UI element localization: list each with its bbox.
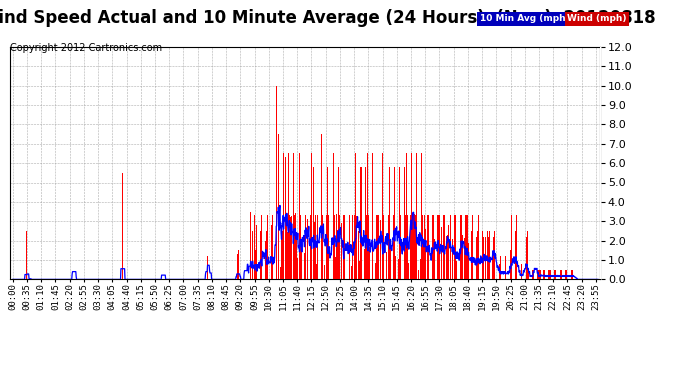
Text: Copyright 2012 Cartronics.com: Copyright 2012 Cartronics.com [10,43,162,53]
Text: Wind (mph): Wind (mph) [567,14,627,23]
Text: Wind Speed Actual and 10 Minute Average (24 Hours)  (New)  20120818: Wind Speed Actual and 10 Minute Average … [0,9,656,27]
Text: 10 Min Avg (mph): 10 Min Avg (mph) [480,14,569,23]
